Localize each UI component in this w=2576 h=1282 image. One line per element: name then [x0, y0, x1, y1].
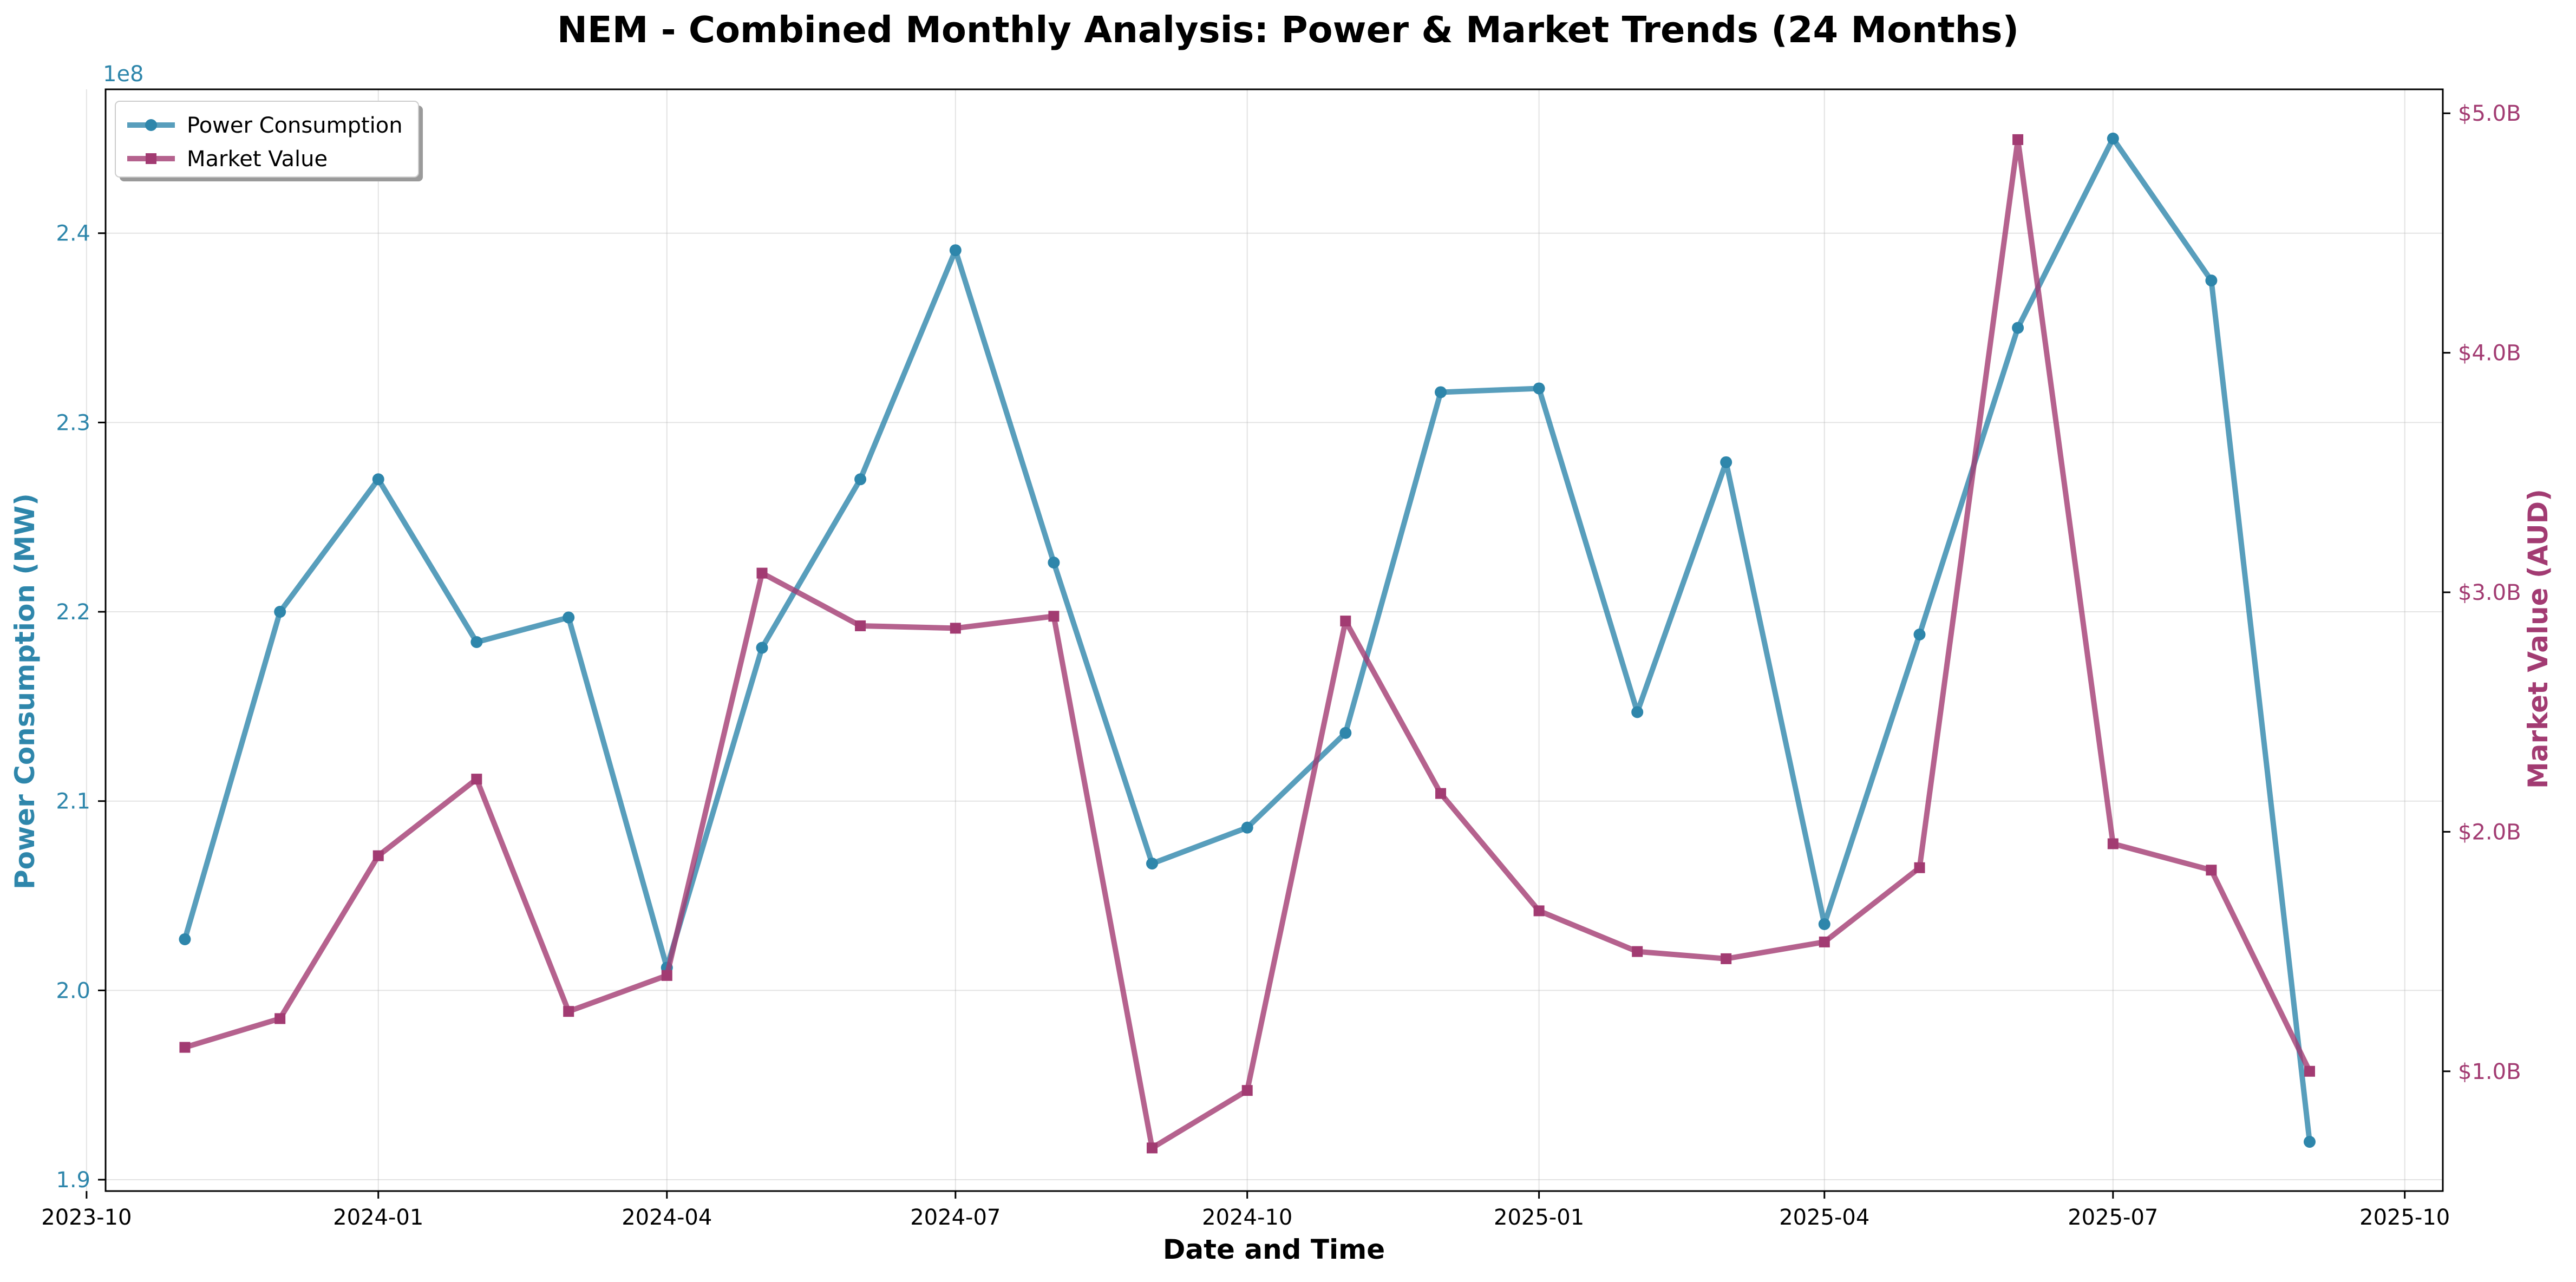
y-right-tick-label: $5.0B [2458, 101, 2521, 126]
market-value-point [1819, 936, 1830, 947]
power-consumption-point [2012, 322, 2024, 334]
x-tick-label: 2025-07 [2068, 1205, 2158, 1230]
power-consumption-point [1048, 557, 1060, 569]
axes-layer: 2023-10 2024-01 2024-04 2024-07 2024-10 2025-… [41, 88, 2521, 1230]
y-right-axis-title: Market Value (AUD) [2522, 489, 2554, 789]
power-consumption-point [179, 933, 191, 945]
x-axis-title: Date and Time [1163, 1234, 1385, 1265]
market-value-point [2206, 865, 2217, 876]
market-value-point [1435, 788, 1447, 799]
market-value-point [950, 623, 961, 634]
y-left-tick-label: 2.0 [56, 978, 90, 1003]
x-tick-label: 2025-10 [2359, 1205, 2450, 1230]
y-left-axis-multiplier: 1e8 [103, 62, 144, 87]
power-consumption-point [1339, 727, 1352, 739]
x-tick-label: 2024-10 [1202, 1205, 1292, 1230]
chart-title: NEM - Combined Monthly Analysis: Power &… [557, 9, 2019, 51]
power-consumption-point [1631, 706, 1644, 718]
x-tick-label: 2024-01 [333, 1205, 423, 1230]
y-left-tick-label: 2.4 [56, 221, 90, 246]
legend-power-consumption-marker [145, 119, 157, 131]
market-value-point [1533, 905, 1545, 917]
market-value-point [1048, 611, 1060, 622]
market-value-point [2107, 838, 2119, 849]
x-tick-label: 2023-10 [41, 1205, 132, 1230]
market-value-point [1632, 946, 1643, 957]
y-right-tick-label: $2.0B [2458, 820, 2521, 845]
legend-power-consumption-label: Power Consumption [187, 113, 403, 138]
power-consumption-point [1146, 858, 1158, 870]
y-left-tick-label: 2.2 [56, 600, 90, 625]
x-tick-label: 2024-04 [622, 1205, 712, 1230]
market-value-point [471, 774, 482, 785]
gridlines [86, 89, 2443, 1191]
market-value-point [661, 970, 672, 981]
market-value-point [563, 1006, 574, 1017]
power-consumption-point [2205, 274, 2218, 287]
market-value-point [756, 567, 768, 579]
market-value-point [1340, 616, 1351, 627]
market-value-point [2012, 134, 2024, 145]
power-consumption-point [372, 473, 384, 486]
x-tick-label: 2024-07 [910, 1205, 1001, 1230]
power-consumption-point [1241, 821, 1253, 834]
power-consumption-point [274, 606, 286, 618]
y-left-axis-title: Power Consumption (MW) [9, 493, 41, 889]
market-value-point [1146, 1142, 1158, 1154]
power-consumption-point [1720, 456, 1732, 468]
y-left-tick-label: 1.9 [56, 1168, 90, 1193]
market-value-point [855, 620, 866, 631]
power-consumption-point [470, 636, 483, 648]
power-consumption-point [563, 611, 575, 624]
legend-market-value-marker [146, 153, 156, 164]
power-consumption-point [1913, 629, 1926, 641]
y-right-tick-label: $4.0B [2458, 341, 2521, 366]
legend-market-value-label: Market Value [187, 147, 328, 172]
power-consumption-point [949, 244, 962, 257]
power-consumption-point [756, 642, 768, 654]
series-layer [179, 132, 2316, 1154]
legend: Power Consumption Market Value [115, 101, 423, 181]
y-right-tick-label: $1.0B [2458, 1059, 2521, 1084]
power-consumption-point [1818, 918, 1830, 930]
y-right-tick-label: $3.0B [2458, 580, 2521, 605]
market-value-point [372, 850, 384, 861]
power-consumption-point [854, 473, 867, 486]
y-left-tick-label: 2.1 [56, 789, 90, 814]
power-consumption-point [2107, 132, 2119, 145]
market-value-point [274, 1013, 286, 1024]
plot-frame [104, 88, 2444, 1192]
power-consumption-point [2303, 1136, 2316, 1148]
y-left-tick-label: 2.3 [56, 410, 90, 435]
x-tick-label: 2025-04 [1779, 1205, 1869, 1230]
x-tick-label: 2025-01 [1494, 1205, 1584, 1230]
power-consumption-point [1533, 382, 1545, 395]
market-value-point [1914, 862, 1925, 873]
legend-box [115, 101, 419, 178]
market-value-point [2304, 1065, 2315, 1077]
power-consumption-point [1435, 386, 1447, 398]
market-value-point [1721, 953, 1732, 964]
market-value-point [1241, 1085, 1253, 1096]
market-value-point [179, 1042, 191, 1053]
